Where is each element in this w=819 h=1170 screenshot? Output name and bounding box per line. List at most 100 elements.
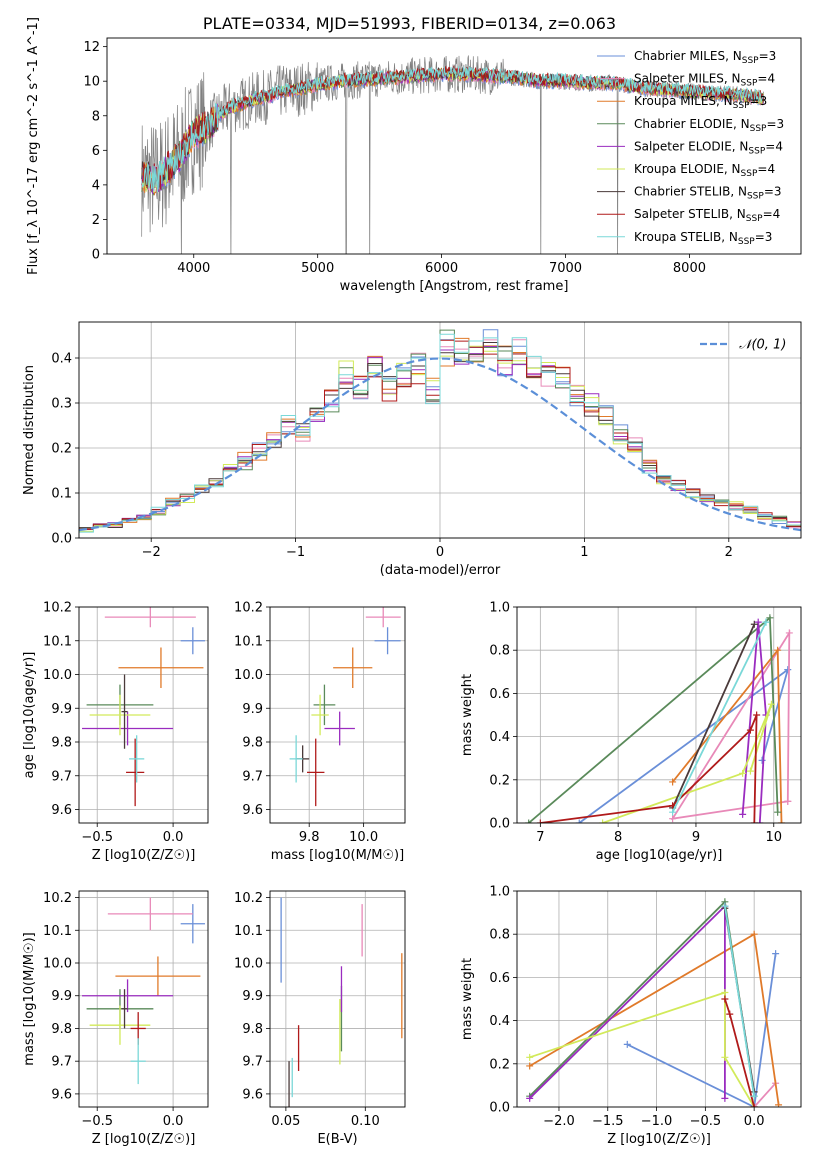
y-tick-label: 0.2: [489, 773, 510, 788]
x-tick-label: 9.8: [299, 830, 320, 845]
series-marker-chabrier_miles: [772, 950, 780, 958]
y-tick-label: 9.8: [242, 1022, 263, 1037]
x-tick-label: 2: [725, 545, 733, 560]
series-line-kroupa_stelib: [671, 621, 767, 813]
y-tick-label: 6: [92, 144, 100, 159]
legend-subscript: SSP: [741, 79, 758, 89]
y-tick-label: 0.4: [489, 1014, 510, 1029]
plot-area: [79, 329, 801, 533]
y-tick-label: 0.0: [51, 532, 72, 547]
y-axis-label: Normed distribution: [22, 365, 37, 495]
model-line-kroupa_stelib: [141, 65, 764, 193]
legend-entry-normal: 𝒩(0, 1): [739, 338, 786, 353]
x-tick-label: 8: [614, 830, 622, 845]
y-tick-label: 0.2: [489, 1057, 510, 1072]
x-tick-label: 0: [436, 545, 444, 560]
series-marker-chabrier_miles: [623, 1040, 631, 1048]
legend-suffix: =3: [750, 94, 768, 108]
y-tick-label: 10.0: [234, 668, 263, 683]
legend-label: Chabrier MILES, N: [634, 49, 742, 63]
series-marker-salpeter_elodie: [526, 1094, 534, 1102]
x-tick-label: 1: [580, 545, 588, 560]
series-marker-salpeter_elodie: [756, 819, 764, 823]
y-tick-label: 0.8: [489, 644, 510, 659]
x-tick-label: 10: [765, 830, 782, 845]
legend-label: Salpeter ELODIE, N: [634, 139, 748, 153]
panel-age_vs_Z: −0.5 0.0 9.6 9.7 9.8 9.9 10.0 10.1 10.2 Z [log10(…: [22, 601, 209, 863]
x-tick-label: 7000: [549, 261, 582, 276]
x-tick-label: 0.0: [163, 830, 184, 845]
legend-suffix: =3: [764, 185, 782, 199]
y-tick-label: 10.2: [234, 891, 263, 906]
y-tick-label: 10.0: [43, 957, 72, 972]
x-tick-label: −1.5: [592, 1114, 624, 1129]
x-tick-label: −0.5: [81, 830, 113, 845]
series-marker-salpeter_miles: [669, 815, 677, 823]
series-marker-kroupa_elodie: [721, 1053, 729, 1061]
axes-frame: [516, 890, 802, 1108]
legend-subscript: SSP: [742, 56, 759, 66]
series-marker-kroupa_miles: [669, 778, 677, 786]
series-marker-chabrier_elodie: [525, 819, 533, 823]
series-marker-chabrier_miles: [575, 819, 583, 823]
legend-subscript: SSP: [733, 101, 750, 111]
series-marker-chabrier_elodie: [766, 614, 774, 622]
series-marker-kroupa_stelib: [721, 902, 729, 910]
legend-entry-chabrier_stelib: Chabrier STELIB, NSSP=3: [634, 185, 782, 202]
y-axis-label: Flux [f_λ 10^-17 erg cm^-2 s^-1 A^-1]: [26, 17, 41, 275]
legend-label: Kroupa ELODIE, N: [634, 162, 741, 176]
legend-entry-salpeter_miles: Salpeter MILES, NSSP=4: [634, 72, 775, 89]
panel-mass_weight_vs_Z: −2.0 −1.5 −1.0 −0.5 0.0 0.0 0.2 0.4 0.6 0.8 1.0 Z […: [460, 885, 802, 1147]
series-marker-salpeter_stelib: [746, 726, 754, 734]
x-tick-label: 6000: [425, 261, 458, 276]
y-axis-label: mass weight: [460, 674, 475, 756]
normal-curve: [79, 357, 801, 532]
series-marker-kroupa_miles: [775, 1101, 783, 1107]
axes-frame: [516, 606, 802, 824]
x-tick-label: −2: [142, 545, 161, 560]
y-tick-label: 9.7: [242, 1055, 263, 1070]
y-tick-label: 9.9: [242, 702, 263, 717]
plot-area: [141, 55, 765, 254]
histogram-kroupa_stelib: [79, 333, 801, 533]
legend-subscript: SSP: [741, 169, 758, 179]
legend-label: Chabrier STELIB, N: [634, 185, 747, 199]
x-tick-label: 9: [692, 830, 700, 845]
series-marker-kroupa_elodie: [721, 989, 729, 997]
series-marker-kroupa_stelib: [762, 618, 770, 626]
legend-suffix: =4: [765, 139, 783, 153]
x-axis-label: Z [log10(Z/Z☉)]: [92, 848, 196, 863]
series-marker-salpeter_stelib: [750, 819, 758, 823]
y-tick-label: 0.6: [489, 971, 510, 986]
series-line-salpeter_miles: [753, 1082, 777, 1107]
axes-frame: [269, 606, 406, 824]
y-tick-label: 9.6: [51, 803, 72, 818]
plot-area: [525, 614, 793, 823]
y-tick-label: 9.7: [51, 1055, 72, 1070]
legend-subscript: SSP: [746, 214, 763, 224]
legend-suffix: =4: [763, 207, 781, 221]
x-tick-label: −1: [286, 545, 305, 560]
legend-subscript: SSP: [748, 146, 765, 156]
plot-area: [280, 897, 403, 1107]
x-tick-label: 8000: [673, 261, 706, 276]
y-axis-label: mass [log10(M/M☉)]: [22, 932, 37, 1065]
y-tick-label: 10.2: [43, 891, 72, 906]
legend-entry-kroupa_elodie: Kroupa ELODIE, NSSP=4: [634, 162, 775, 179]
axes-frame: [269, 890, 406, 1108]
legend-suffix: =3: [766, 117, 784, 131]
series-marker-chabrier_miles: [758, 756, 766, 764]
series-marker-kroupa_miles: [750, 930, 758, 938]
series-marker-salpeter_elodie: [739, 810, 747, 818]
y-tick-label: 10.0: [43, 668, 72, 683]
x-tick-label: −0.5: [690, 1114, 722, 1129]
y-tick-label: 9.6: [242, 1087, 263, 1102]
y-tick-label: 10.2: [234, 601, 263, 616]
x-tick-label: 5000: [301, 261, 334, 276]
x-tick-label: 0.0: [744, 1114, 765, 1129]
legend-subscript: SSP: [750, 124, 767, 134]
x-tick-label: 0.0: [163, 1114, 184, 1129]
series-line-chabrier_stelib: [671, 623, 756, 809]
y-tick-label: 10.1: [43, 634, 72, 649]
